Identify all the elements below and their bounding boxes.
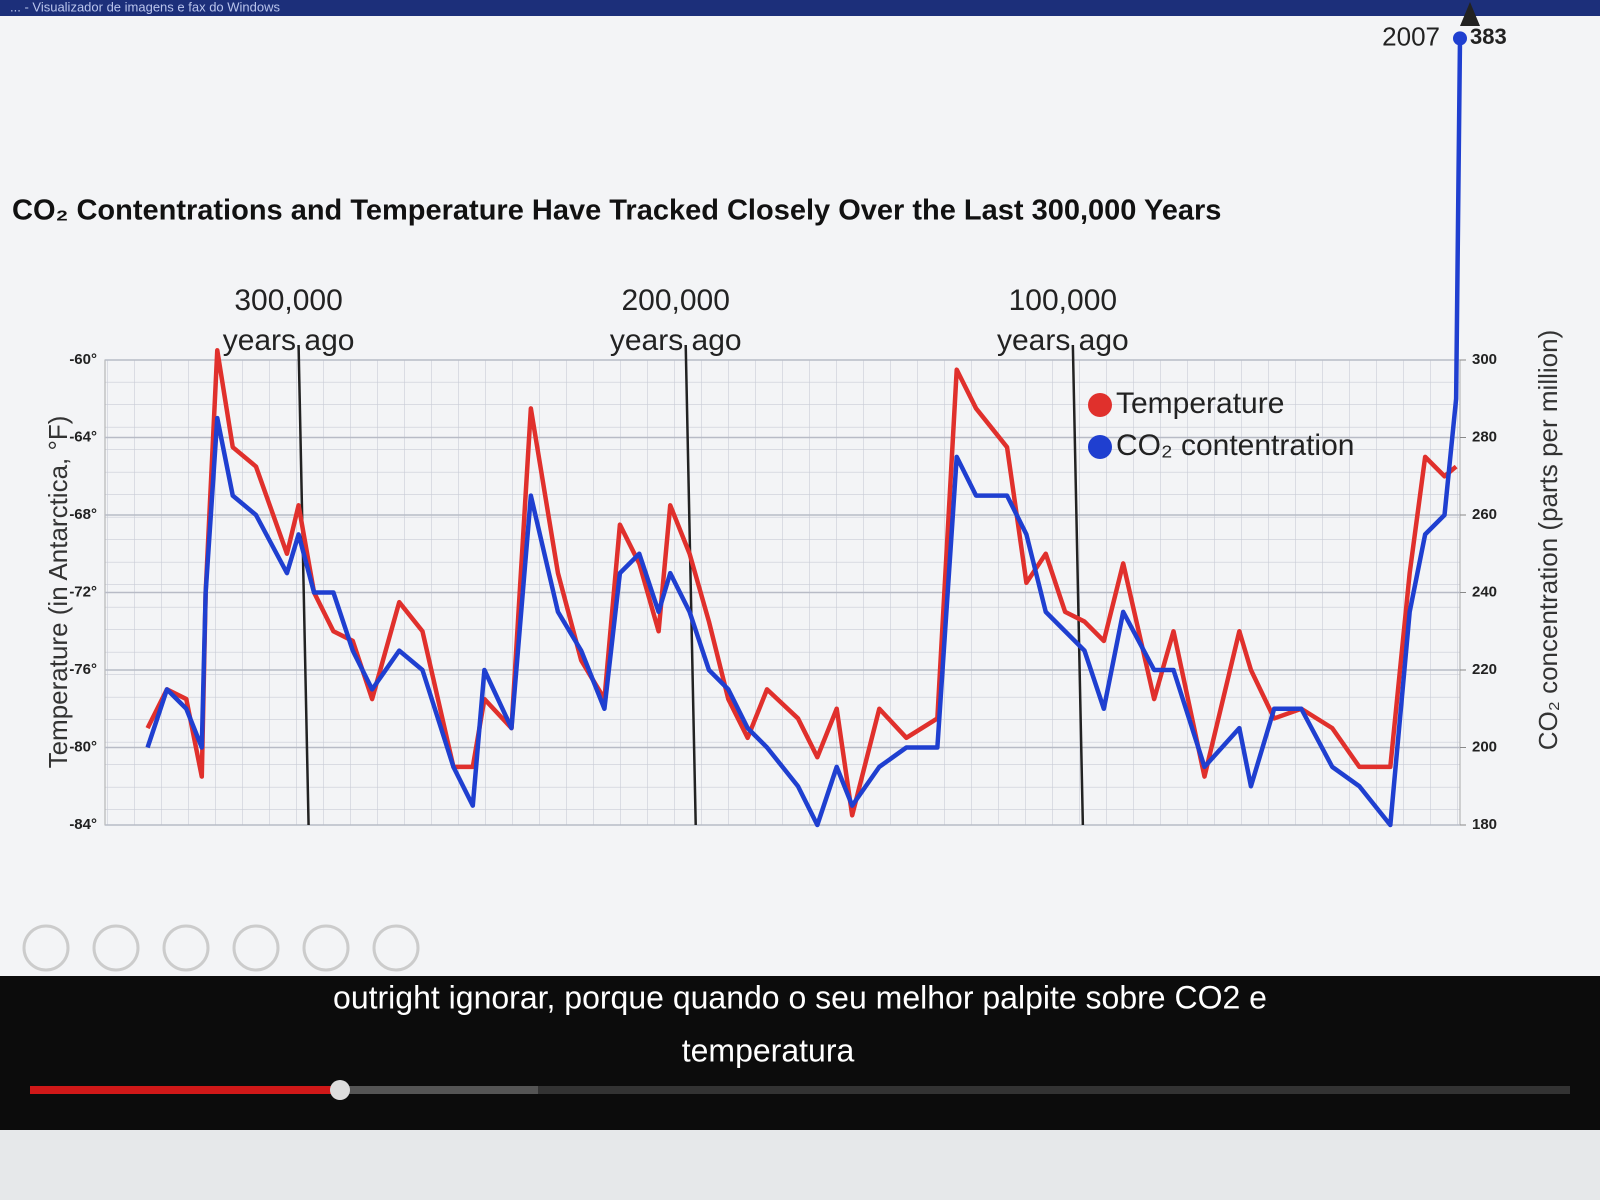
y2-tick-label: 240 [1472,583,1497,600]
series-line [145,348,1458,818]
annotation-label: years ago [610,324,742,357]
next-button[interactable] [92,924,140,972]
chart-title: CO₂ Contentrations and Temperature Have … [12,195,1221,227]
annotation-label: 200,000 [621,284,729,317]
y-tick-label: -60° [69,351,97,368]
y-axis-label: Temperature (in Antarctica, °F) [43,416,73,769]
prev-button[interactable] [22,924,70,972]
legend-marker [1088,435,1112,459]
viewer-controls [22,924,420,972]
subtitle-line: outright ignorar, porque quando o seu me… [333,979,1267,1015]
legend-label: CO₂ contentration [1116,429,1354,462]
end-value-label: 383 [1470,24,1507,49]
progress-track[interactable] [30,1086,1570,1094]
progress-handle[interactable] [330,1080,350,1100]
annotation-label: years ago [997,324,1129,357]
screen-button[interactable] [372,924,420,972]
series-line [145,38,1463,828]
legend-marker [1088,393,1112,417]
y2-tick-label: 280 [1472,428,1497,445]
y2-tick-label: 300 [1472,351,1497,368]
annotation-line [684,344,697,826]
y-tick-label: -84° [69,816,97,833]
annotation-label: 100,000 [1009,284,1117,317]
annotation-label: 300,000 [234,284,342,317]
pen-button[interactable] [162,924,210,972]
y-tick-label: -64° [69,428,97,445]
y2-tick-label: 200 [1472,738,1497,755]
y-tick-label: -80° [69,738,97,755]
subtitle-line: temperatura [682,1032,855,1068]
title-bar [0,0,1600,16]
window-title: ... - Visualizador de imagens e fax do W… [10,0,281,14]
y2-tick-label: 260 [1472,506,1497,523]
annotation-line [1071,344,1085,826]
y-tick-label: -76° [69,661,97,678]
bottom-bezel [0,1130,1600,1200]
y-tick-label: -72° [69,583,97,600]
y2-tick-label: 220 [1472,661,1497,678]
legend-label: Temperature [1116,387,1284,420]
progress-played [30,1086,340,1094]
end-arrow-head [1460,2,1480,26]
y2-axis-label: CO₂ concentration (parts per million) [1533,330,1563,750]
end-label: 2007 [1382,21,1440,51]
y-tick-label: -68° [69,506,97,523]
annotation-line [297,344,310,826]
annotation-label: years ago [223,324,355,357]
more-button[interactable] [302,924,350,972]
page-button[interactable] [232,924,280,972]
end-point [1453,31,1467,46]
y2-tick-label: 180 [1472,816,1497,833]
video-band [0,976,1600,1130]
